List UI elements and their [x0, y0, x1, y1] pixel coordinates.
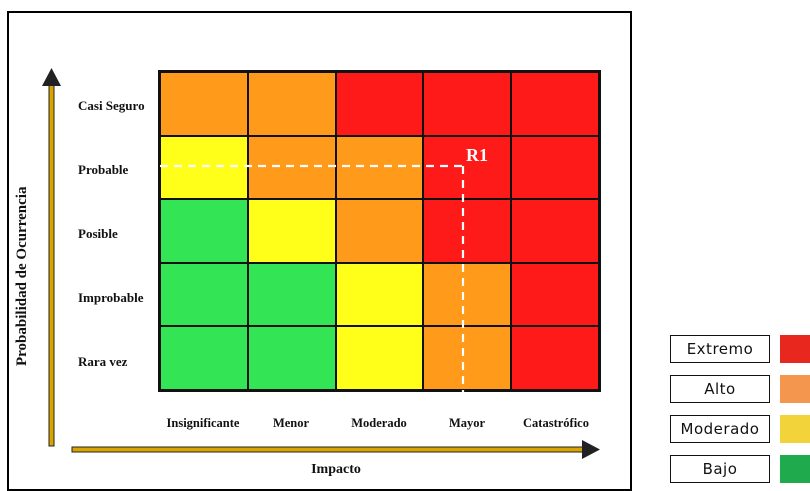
matrix-cell-alto — [423, 262, 512, 327]
row-label-probable: Probable — [78, 162, 129, 177]
matrix-cell-extremo — [511, 135, 599, 200]
row-label-casi-seguro: Casi Seguro — [78, 98, 145, 113]
matrix-cell-alto — [160, 72, 248, 136]
col-label-menor: Menor — [272, 416, 310, 430]
matrix-cell-alto — [247, 72, 336, 136]
matrix-cell-alto — [335, 135, 424, 200]
legend-label: Bajo — [670, 455, 770, 483]
matrix-cell-bajo — [247, 262, 336, 327]
matrix-cell-extremo — [511, 72, 599, 136]
legend-label: Alto — [670, 375, 770, 403]
marker-r1-label: R1 — [466, 145, 488, 165]
legend-label: Extremo — [670, 335, 770, 363]
legend-swatch — [780, 335, 810, 363]
matrix-cell-extremo — [423, 199, 512, 263]
legend-item-moderado: Moderado — [670, 415, 810, 443]
matrix-cell-extremo — [511, 199, 599, 263]
row-label-rara-vez: Rara vez — [78, 354, 128, 369]
matrix-cell-moderado — [160, 135, 248, 200]
matrix-cell-bajo — [160, 326, 248, 390]
matrix-cell-extremo — [423, 72, 512, 136]
col-label-insignificante: Insignificante — [166, 416, 240, 430]
matrix-cell-moderado — [335, 326, 424, 390]
col-label-moderado: Moderado — [351, 416, 407, 430]
legend-item-alto: Alto — [670, 375, 810, 403]
matrix-cell-alto — [423, 326, 512, 390]
row-label-posible: Posible — [78, 226, 118, 241]
y-axis-title-text: Probabilidad de Ocurrencia — [14, 186, 30, 366]
matrix-cell-extremo — [335, 72, 424, 136]
matrix-cell-bajo — [160, 262, 248, 327]
x-axis-title: Impacto — [311, 462, 361, 477]
matrix-cell-bajo — [247, 326, 336, 390]
legend-swatch — [780, 455, 810, 483]
legend-swatch — [780, 415, 810, 443]
legend-item-bajo: Bajo — [670, 455, 810, 483]
legend-label: Moderado — [670, 415, 770, 443]
col-label-mayor: Mayor — [448, 416, 486, 430]
row-label-improbable: Improbable — [78, 290, 144, 305]
legend-swatch — [780, 375, 810, 403]
legend-item-extremo: Extremo — [670, 335, 810, 363]
matrix-cell-extremo — [423, 135, 512, 200]
matrix-cell-bajo — [160, 199, 248, 263]
matrix-cell-extremo — [511, 326, 599, 390]
matrix-cell-moderado — [247, 199, 336, 263]
matrix-cell-moderado — [335, 262, 424, 327]
matrix-cell-alto — [247, 135, 336, 200]
matrix-cell-alto — [335, 199, 424, 263]
matrix-cell-extremo — [511, 262, 599, 327]
risk-matrix-grid — [158, 70, 601, 392]
col-label-catastrofico: Catastrófico — [523, 416, 589, 430]
